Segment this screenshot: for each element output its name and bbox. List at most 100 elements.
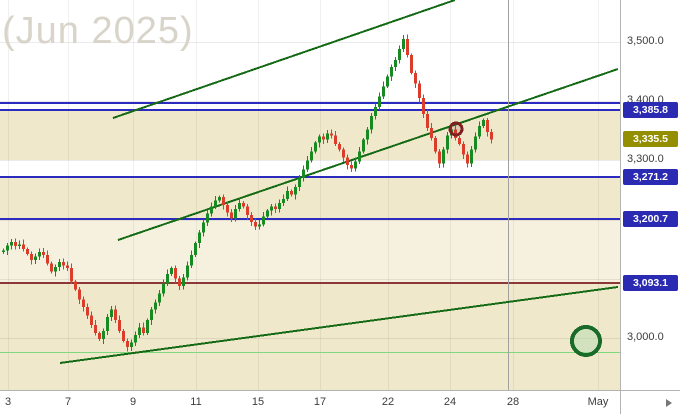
candle-body bbox=[218, 197, 221, 201]
candle-body bbox=[162, 283, 165, 294]
candle-body bbox=[470, 149, 473, 164]
candle-body bbox=[226, 204, 229, 213]
candle-body bbox=[6, 245, 9, 251]
candle-body bbox=[462, 143, 465, 155]
trend-line[interactable] bbox=[59, 286, 619, 364]
price-level-badge: 3,093.1 bbox=[623, 274, 678, 291]
price-level-line[interactable] bbox=[0, 102, 620, 105]
candle-body bbox=[378, 96, 381, 108]
candle-body bbox=[94, 324, 97, 334]
candle-body bbox=[10, 242, 13, 246]
candle-body bbox=[466, 154, 469, 164]
candle-body bbox=[230, 212, 233, 219]
candle-body bbox=[358, 151, 361, 162]
candle-body bbox=[266, 210, 269, 217]
red-circle-marker[interactable] bbox=[448, 121, 464, 137]
candle-body bbox=[390, 66, 393, 77]
candle-body bbox=[438, 151, 441, 164]
candle-body bbox=[346, 157, 349, 166]
horizontal-gridline bbox=[0, 160, 620, 162]
candle-body bbox=[46, 255, 49, 264]
price-level-line[interactable] bbox=[0, 281, 620, 284]
candle-body bbox=[278, 202, 281, 209]
candle-body bbox=[398, 49, 401, 60]
candle-body bbox=[202, 222, 205, 233]
candle-body bbox=[142, 327, 145, 334]
candle-body bbox=[294, 187, 297, 195]
candle-body bbox=[310, 151, 313, 161]
candle-body bbox=[206, 213, 209, 223]
candle-body bbox=[354, 161, 357, 169]
candle-body bbox=[442, 149, 445, 164]
candle-body bbox=[374, 107, 377, 116]
candle-body bbox=[18, 244, 21, 247]
time-axis[interactable]: 3 7 9 11 15 17 22 24 28 May bbox=[0, 390, 680, 414]
candle-body bbox=[434, 137, 437, 152]
candle-body bbox=[338, 143, 341, 150]
green-circle-marker[interactable] bbox=[570, 325, 602, 357]
vertical-gridline bbox=[133, 0, 134, 390]
candle-body bbox=[282, 198, 285, 203]
candle-body bbox=[478, 126, 481, 137]
candle-body bbox=[74, 281, 77, 290]
vertical-gridline bbox=[513, 0, 514, 390]
time-tick-label: 24 bbox=[443, 396, 457, 408]
price-level-badge: 3,200.7 bbox=[623, 211, 678, 228]
candle-body bbox=[194, 243, 197, 256]
price-level-line[interactable] bbox=[0, 218, 620, 221]
candle-body bbox=[382, 86, 385, 97]
horizontal-gridline bbox=[0, 42, 620, 44]
candle-body bbox=[486, 120, 489, 132]
candle-body bbox=[322, 136, 325, 140]
candle-body bbox=[234, 208, 237, 219]
vertical-marker-line[interactable] bbox=[508, 0, 509, 390]
candle-body bbox=[114, 309, 117, 321]
candle-body bbox=[70, 268, 73, 282]
candle-body bbox=[222, 197, 225, 205]
candle-body bbox=[130, 342, 133, 347]
candle-body bbox=[186, 265, 189, 278]
price-level-line[interactable] bbox=[0, 108, 620, 111]
candle-body bbox=[138, 327, 141, 335]
trend-line[interactable] bbox=[112, 0, 456, 119]
candle-body bbox=[262, 216, 265, 225]
candle-body bbox=[350, 165, 353, 169]
candle-body bbox=[38, 252, 41, 257]
candle-body bbox=[258, 224, 261, 227]
candle-body bbox=[170, 268, 173, 275]
horizontal-gridline bbox=[0, 101, 620, 103]
candle-body bbox=[154, 302, 157, 310]
candle-body bbox=[418, 83, 421, 99]
price-band bbox=[0, 219, 620, 283]
candle-body bbox=[150, 309, 153, 321]
candle-body bbox=[430, 127, 433, 138]
candlestick-canvas bbox=[2, 0, 619, 364]
price-levels-layer bbox=[0, 102, 620, 354]
candle-body bbox=[482, 120, 485, 127]
candle-body bbox=[26, 249, 29, 254]
candle-body bbox=[334, 135, 337, 144]
candle-body bbox=[210, 206, 213, 214]
candle-body bbox=[326, 133, 329, 140]
candle-body bbox=[98, 333, 101, 340]
candle-body bbox=[134, 334, 137, 343]
candle-body bbox=[58, 262, 61, 267]
trend-line[interactable] bbox=[117, 68, 619, 241]
candle-body bbox=[394, 59, 397, 67]
price-tick-label: 3,000.0 bbox=[627, 330, 664, 343]
jump-to-realtime-icon[interactable] bbox=[666, 399, 672, 407]
price-chart-plot[interactable]: (Jun 2025) bbox=[0, 0, 620, 390]
vertical-gridline bbox=[320, 0, 321, 390]
candle-body bbox=[318, 136, 321, 143]
price-level-line[interactable] bbox=[0, 352, 620, 354]
candle-body bbox=[50, 263, 53, 272]
candle-body bbox=[110, 309, 113, 318]
time-tick-label: 22 bbox=[381, 396, 395, 408]
candle-body bbox=[190, 255, 193, 266]
price-level-badge: 3,335.5 bbox=[623, 131, 678, 148]
price-axis[interactable]: 3,500.0 3,400.0 3,300.0 3,000.0 3,385.8 3,271… bbox=[620, 0, 680, 390]
candle-body bbox=[490, 131, 493, 140]
candle-body bbox=[458, 137, 461, 144]
price-level-line[interactable] bbox=[0, 176, 620, 179]
